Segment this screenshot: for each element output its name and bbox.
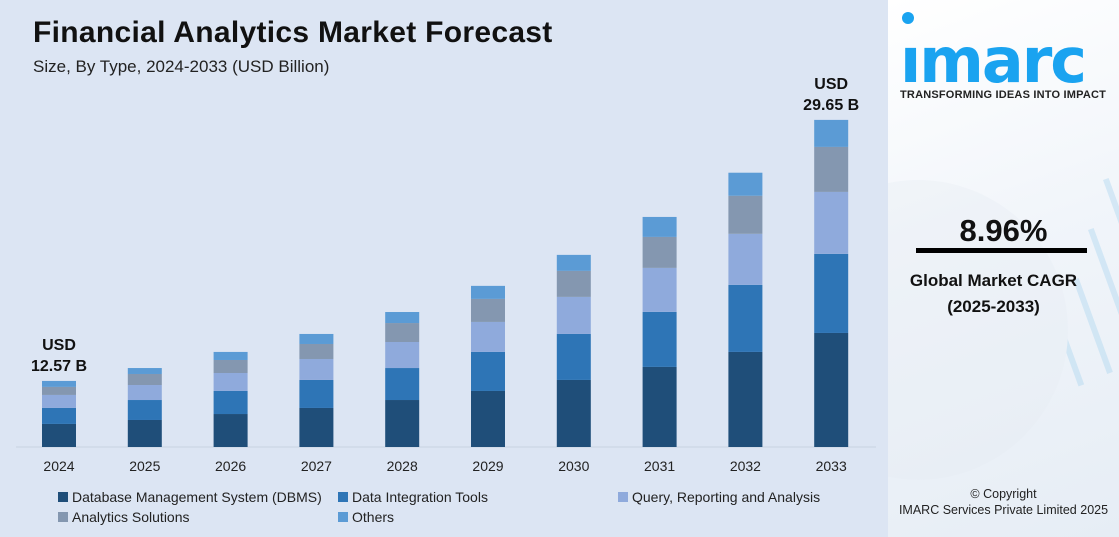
copyright-line2: IMARC Services Private Limited 2025 — [898, 503, 1109, 517]
bar-segment-2031-4 — [642, 216, 677, 237]
x-tick-label: 2033 — [816, 458, 847, 474]
bar-segment-2032-0 — [728, 351, 763, 447]
imarc-logo: ımarc — [900, 12, 1087, 88]
divider — [916, 248, 1087, 253]
legend-item-query-reporting: Query, Reporting and Analysis — [618, 489, 820, 505]
cagr-label: Global Market CAGR (2025-2033) — [888, 268, 1099, 320]
bar-segment-2029-3 — [471, 298, 505, 322]
chart-panel: Financial Analytics Market Forecast Size… — [16, 16, 876, 525]
cagr-label-line1: Global Market CAGR — [909, 271, 1078, 290]
stacked-bar-chart: 2024 2025 2026 2027 2028 2029 2030 2031 2032 2033… — [16, 76, 876, 474]
value-label-line1: USD — [814, 76, 848, 93]
background-chart-decoration — [888, 177, 1119, 480]
bar-segment-2026-0 — [213, 414, 248, 447]
copyright: © Copyright IMARC Services Private Limit… — [888, 486, 1119, 518]
bar-segment-2032-2 — [728, 233, 763, 285]
bar-segment-2026-1 — [213, 390, 248, 415]
bar-segment-2025-1 — [127, 400, 162, 420]
bar-segment-2028-2 — [385, 342, 420, 369]
legend-label: Query, Reporting and Analysis — [632, 489, 821, 505]
cagr-value: 8.96% — [959, 213, 1048, 248]
bar-segment-2025-4 — [127, 368, 162, 374]
legend-label: Database Management System (DBMS) — [72, 489, 322, 505]
legend-swatch — [618, 492, 628, 502]
legend-swatch — [58, 492, 68, 502]
bar-segment-2028-0 — [385, 400, 420, 447]
chart-subtitle: Size, By Type, 2024-2033 (USD Billion) — [33, 57, 330, 76]
bar-segment-2032-1 — [728, 284, 763, 352]
x-tick-label: 2025 — [129, 458, 160, 474]
bar-segment-2029-2 — [471, 321, 505, 352]
bar-segment-2024-2 — [42, 394, 76, 408]
legend-swatch — [338, 512, 348, 522]
value-label-line2: 12.57 B — [31, 358, 87, 375]
bar-segment-2025-3 — [127, 373, 162, 386]
bar-segment-2028-3 — [385, 323, 420, 343]
bar-segment-2033-3 — [814, 146, 849, 192]
bar-segment-2033-4 — [814, 119, 849, 147]
legend-swatch — [338, 492, 348, 502]
x-tick-label: 2024 — [43, 458, 74, 474]
bar-segment-2026-4 — [213, 351, 248, 360]
cagr-label-line2: (2025-2033) — [947, 297, 1040, 316]
x-tick-label: 2031 — [644, 458, 675, 474]
bar-segment-2026-2 — [213, 372, 248, 391]
value-label-line1: USD — [42, 337, 76, 354]
bar-segment-2027-2 — [299, 358, 334, 380]
legend-item-dbms: Database Management System (DBMS) — [58, 489, 322, 505]
bar-segment-2024-4 — [42, 380, 76, 387]
bar-segment-2031-0 — [642, 366, 677, 447]
x-tick-label: 2032 — [730, 458, 761, 474]
bar-segment-2032-4 — [728, 172, 763, 196]
svg-text:ımarc: ımarc — [900, 24, 1085, 88]
bar-segment-2030-4 — [556, 254, 591, 271]
chart-title: Financial Analytics Market Forecast — [33, 16, 553, 49]
side-panel: ımarc TRANSFORMING IDEAS INTO IMPACT 8.9… — [888, 0, 1119, 537]
legend-item-analytics-solutions: Analytics Solutions — [58, 509, 190, 525]
bar-segment-2027-1 — [299, 379, 334, 408]
bar-segment-2033-0 — [814, 332, 849, 447]
x-tick-label: 2030 — [558, 458, 589, 474]
x-tick-label: 2027 — [301, 458, 332, 474]
bar-segment-2024-0 — [42, 423, 76, 447]
bar-segment-2028-4 — [385, 312, 420, 324]
bar-segment-2032-3 — [728, 195, 763, 234]
bar-segment-2027-3 — [299, 343, 334, 359]
bar-segment-2031-2 — [642, 267, 677, 312]
bar-segment-2029-4 — [471, 285, 505, 299]
x-tick-label: 2028 — [387, 458, 418, 474]
x-tick-label: 2029 — [472, 458, 503, 474]
copyright-line1: © Copyright — [970, 487, 1037, 501]
legend-item-others: Others — [338, 509, 394, 525]
bar-segment-2029-0 — [471, 390, 505, 447]
bar-segment-2031-1 — [642, 311, 677, 367]
legend-label: Data Integration Tools — [352, 489, 488, 505]
legend-item-data-integration: Data Integration Tools — [338, 489, 488, 505]
legend-label: Others — [352, 509, 395, 525]
bar-segment-2031-3 — [642, 236, 677, 268]
bar-segment-2030-2 — [556, 296, 591, 334]
value-label-line2: 29.65 B — [803, 97, 859, 114]
bar-segment-2028-1 — [385, 368, 420, 401]
tagline: TRANSFORMING IDEAS INTO IMPACT — [900, 89, 1107, 101]
legend-label: Analytics Solutions — [72, 509, 190, 525]
bar-segment-2024-1 — [42, 407, 76, 424]
bar-segment-2025-0 — [127, 419, 162, 447]
bar-segment-2033-2 — [814, 191, 849, 254]
bar-segment-2025-2 — [127, 385, 162, 401]
bar-segment-2030-3 — [556, 270, 591, 297]
bar-segment-2027-4 — [299, 333, 334, 344]
bar-segment-2024-3 — [42, 386, 76, 395]
bar-segment-2027-0 — [299, 407, 334, 447]
bar-segment-2026-3 — [213, 359, 248, 373]
bar-segment-2029-1 — [471, 351, 505, 391]
bar-segment-2033-1 — [814, 253, 849, 333]
legend-swatch — [58, 512, 68, 522]
x-tick-label: 2026 — [215, 458, 246, 474]
bar-segment-2030-0 — [556, 379, 591, 447]
bar-segment-2030-1 — [556, 333, 591, 380]
